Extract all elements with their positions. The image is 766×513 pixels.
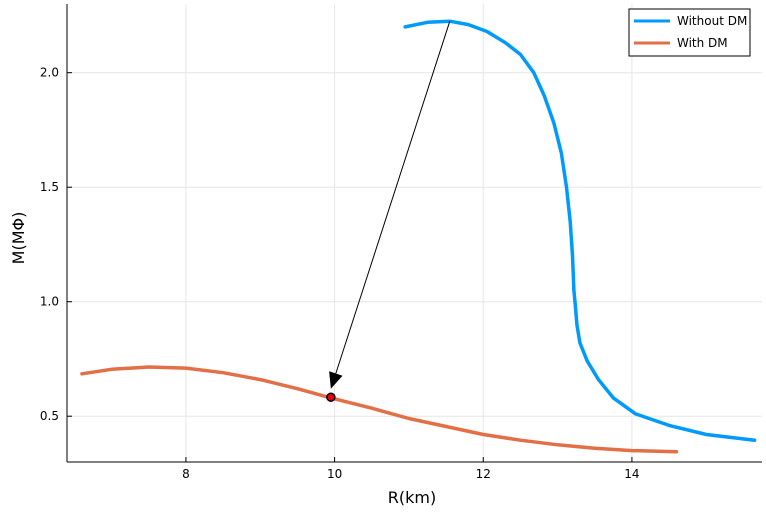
annotation-layer — [326, 21, 451, 402]
annotation-point-marker — [326, 392, 336, 402]
legend-box — [628, 8, 751, 57]
ticks: 8 10 12 14 0.5 1.0 1.5 2.0 — [40, 66, 640, 481]
y-tick-label-1: 1.0 — [40, 295, 59, 309]
grid — [67, 4, 762, 462]
annotation-arrow-head — [329, 371, 343, 389]
annotation-arrow-line — [335, 21, 451, 374]
legend-label-without-dm: Without DM — [677, 14, 747, 28]
y-tick-label-2: 1.5 — [40, 180, 59, 194]
series-line-without-dm — [403, 19, 757, 442]
legend-label-with-dm: With DM — [677, 36, 728, 50]
y-tick-label-0: 0.5 — [40, 409, 59, 423]
x-tick-label-0: 8 — [182, 467, 190, 481]
x-axis-label: R(km) — [388, 488, 436, 507]
x-tick-label-3: 14 — [624, 467, 639, 481]
series-line-with-dm — [80, 365, 679, 454]
x-tick-label-2: 12 — [476, 467, 491, 481]
axes — [66, 4, 762, 463]
y-axis-label: M(MΦ) — [9, 212, 28, 265]
y-tick-label-3: 2.0 — [40, 66, 59, 80]
series-layer — [80, 19, 757, 454]
x-tick-label-1: 10 — [327, 467, 342, 481]
legend: Without DM With DM — [628, 8, 751, 57]
